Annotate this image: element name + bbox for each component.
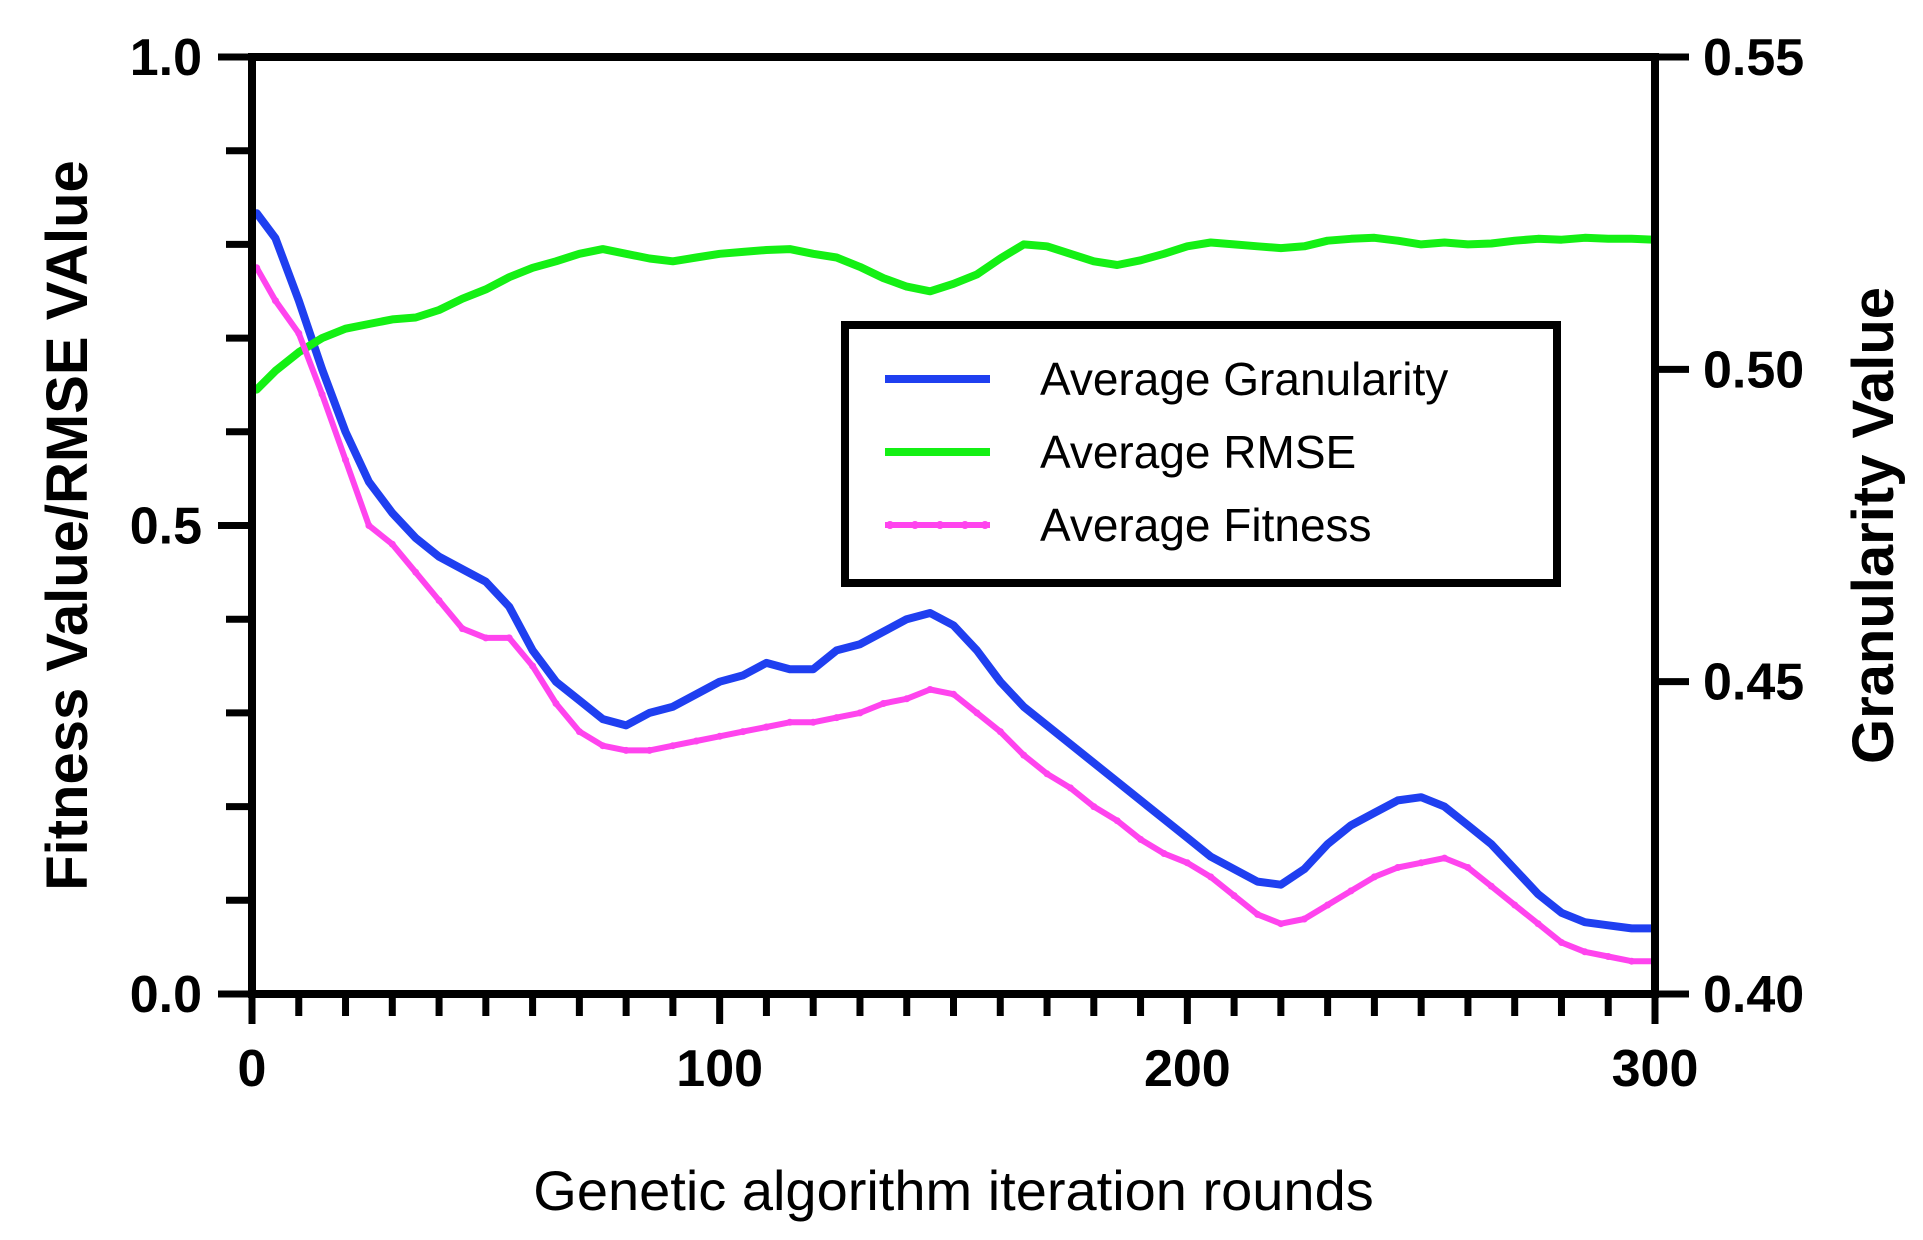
series-point-average-fitness bbox=[646, 746, 653, 754]
series-point-average-fitness bbox=[365, 522, 373, 529]
series-point-average-fitness bbox=[879, 700, 887, 707]
series-point-average-fitness bbox=[1628, 957, 1636, 965]
series-point-average-fitness bbox=[1581, 948, 1589, 956]
axes-layer: 0 100 200 300 0.0 0.5 1.0 0.40 0.45 0.50 0.55 Genet… bbox=[35, 29, 1906, 1222]
x-tick-label: 100 bbox=[676, 1040, 763, 1098]
series-point-average-fitness bbox=[1230, 892, 1238, 900]
series-point-average-fitness bbox=[1020, 751, 1028, 759]
series-point-average-fitness bbox=[342, 456, 349, 464]
series-point-average-fitness bbox=[295, 329, 303, 337]
series-point-average-fitness bbox=[575, 728, 583, 736]
series-point-average-fitness bbox=[318, 390, 326, 398]
series-point-average-fitness bbox=[1137, 835, 1145, 843]
legend-swatch-point bbox=[981, 521, 989, 529]
series-point-average-fitness bbox=[552, 700, 560, 707]
series-point-average-fitness bbox=[1464, 864, 1472, 871]
y-axis-right-title: Granularity Value bbox=[1841, 287, 1906, 764]
series-point-average-fitness bbox=[1487, 882, 1495, 890]
series-point-average-fitness bbox=[903, 695, 911, 703]
y-left-tick-label: 1.0 bbox=[130, 29, 202, 87]
legend: Average Granularity Average RMSE Average F… bbox=[841, 321, 1561, 587]
series-point-average-fitness bbox=[833, 714, 841, 722]
series-point-average-fitness bbox=[1511, 901, 1519, 909]
y-left-tick-label: 0.0 bbox=[130, 966, 202, 1024]
series-point-average-fitness bbox=[692, 737, 700, 745]
series-point-average-fitness bbox=[716, 732, 724, 740]
x-axis-title: Genetic algorithm iteration rounds bbox=[533, 1159, 1373, 1222]
series-line-average-granularity bbox=[252, 209, 1659, 933]
series-point-average-fitness bbox=[412, 568, 420, 576]
series-point-average-fitness bbox=[388, 540, 396, 548]
legend-swatch-point bbox=[961, 521, 969, 529]
series-point-average-fitness bbox=[762, 723, 770, 731]
series-point-average-fitness bbox=[1370, 873, 1378, 881]
series-point-average-fitness bbox=[529, 662, 537, 670]
series-point-average-fitness bbox=[1534, 920, 1542, 928]
series-point-average-fitness bbox=[622, 746, 630, 754]
series-point-average-fitness bbox=[996, 728, 1004, 736]
series-point-average-fitness bbox=[1277, 920, 1285, 928]
series-point-average-fitness bbox=[1043, 770, 1051, 778]
y-axis-left-title: Fitness Value/RMSE VAlue bbox=[35, 160, 100, 891]
series-point-average-fitness bbox=[1394, 864, 1402, 871]
series-point-average-fitness bbox=[505, 634, 513, 642]
series-point-average-fitness bbox=[973, 709, 981, 717]
series-point-average-fitness bbox=[739, 728, 747, 736]
x-tick-label: 200 bbox=[1144, 1040, 1231, 1098]
series-layer bbox=[252, 209, 1659, 965]
series-point-average-fitness bbox=[1558, 939, 1565, 946]
legend-label-average-rmse: Average RMSE bbox=[1040, 426, 1356, 478]
series-point-average-fitness bbox=[669, 742, 677, 750]
series-point-average-fitness bbox=[435, 597, 443, 604]
legend-label-average-fitness: Average Fitness bbox=[1040, 499, 1372, 551]
series-point-average-fitness bbox=[809, 718, 817, 726]
series-line-average-rmse bbox=[252, 233, 1659, 394]
y-right-tick-label: 0.55 bbox=[1703, 29, 1804, 87]
series-point-average-fitness bbox=[458, 625, 466, 633]
y-right-tick-label: 0.40 bbox=[1703, 966, 1804, 1024]
series-point-average-fitness bbox=[1417, 859, 1425, 867]
series-point-average-fitness bbox=[950, 690, 957, 698]
series-point-average-fitness bbox=[482, 634, 490, 642]
series-point-average-fitness bbox=[1604, 953, 1612, 960]
series-point-average-fitness bbox=[1441, 854, 1448, 862]
legend-swatch-point bbox=[886, 521, 894, 529]
series-point-average-fitness bbox=[926, 686, 934, 693]
x-tick-label: 0 bbox=[238, 1040, 267, 1098]
series-point-average-fitness bbox=[1324, 901, 1332, 909]
series-point-average-fitness bbox=[599, 742, 607, 750]
series-point-average-fitness bbox=[786, 718, 794, 726]
series-point-average-fitness bbox=[1207, 873, 1215, 881]
legend-swatch-point bbox=[936, 521, 944, 529]
series-point-average-fitness bbox=[1347, 887, 1355, 895]
legend-label-average-granularity: Average Granularity bbox=[1040, 353, 1448, 405]
legend-swatch-point bbox=[911, 521, 919, 529]
series-point-average-fitness bbox=[856, 709, 864, 717]
series-point-average-fitness bbox=[1113, 817, 1121, 825]
series-point-average-fitness bbox=[1183, 859, 1191, 867]
x-tick-label: 300 bbox=[1612, 1040, 1699, 1098]
series-point-average-fitness bbox=[1254, 910, 1261, 918]
y-right-tick-label: 0.45 bbox=[1703, 654, 1804, 712]
series-point-average-fitness bbox=[1066, 784, 1074, 792]
series-point-average-fitness bbox=[271, 297, 279, 305]
series-point-average-fitness bbox=[1160, 850, 1168, 857]
series-point-average-fitness bbox=[1300, 915, 1308, 923]
y-right-tick-label: 0.50 bbox=[1703, 341, 1804, 399]
series-point-average-fitness bbox=[1090, 803, 1098, 811]
y-left-tick-label: 0.5 bbox=[130, 498, 202, 556]
